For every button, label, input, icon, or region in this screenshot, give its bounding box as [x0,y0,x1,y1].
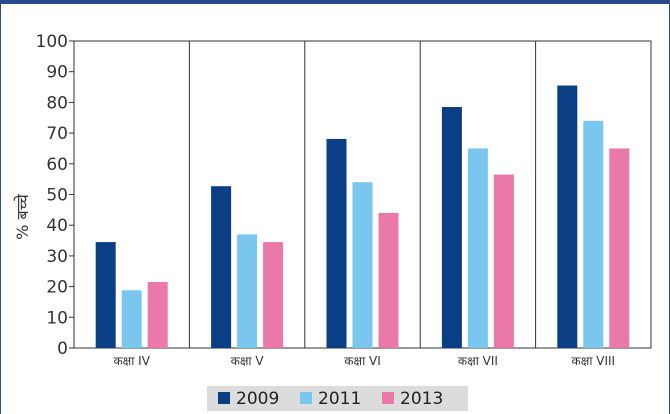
legend-background [207,386,468,411]
bar-2009 [441,107,462,348]
bar-2011 [583,120,604,348]
y-axis-label: % बच्चे [13,193,32,239]
bar-2013 [378,212,399,348]
legend-swatch-2013 [382,392,394,404]
y-tick-label: 60 [46,155,68,175]
legend-swatch-2009 [218,392,230,404]
y-tick-label: 50 [46,186,68,206]
bar-2013 [609,148,630,348]
bar-2013 [493,174,514,348]
bar-2009 [95,242,116,348]
legend-label-2013: 2013 [400,389,443,409]
bar-2009 [557,85,578,348]
legend-label-2011: 2011 [318,389,361,409]
y-tick-label: 40 [46,216,68,236]
x-tick-label: कक्षा VI [344,354,381,368]
legend-label-2009: 2009 [236,389,279,409]
bar-2013 [263,242,284,348]
y-tick-label: 90 [46,63,68,83]
bar-2013 [147,281,168,348]
bar-2009 [211,186,232,348]
y-tick-label: 70 [46,124,68,144]
legend: 2009 2011 2013 [218,389,443,409]
x-tick-label: कक्षा VII [458,354,498,368]
x-tick-label: कक्षा V [231,354,265,368]
y-tick-label: 10 [46,308,68,328]
bar-2011 [352,182,373,348]
y-tick-label: 80 [46,93,68,113]
legend-swatch-2011 [300,392,312,404]
y-tick-label: 20 [46,278,68,298]
plot-area: 0 10 20 30 40 50 60 70 80 90 100 कक्षा IV कक्षा V कक्… [36,32,652,368]
bar-2009 [326,138,347,348]
bar-2011 [467,148,488,348]
y-tick-label: 100 [36,32,68,52]
x-tick-label: कक्षा IV [113,354,150,368]
bar-2011 [121,290,142,348]
y-tick-label: 0 [57,339,68,359]
bar-2011 [237,234,258,348]
y-tick-label: 30 [46,247,68,267]
x-tick-label: कक्षा VIII [572,354,616,368]
